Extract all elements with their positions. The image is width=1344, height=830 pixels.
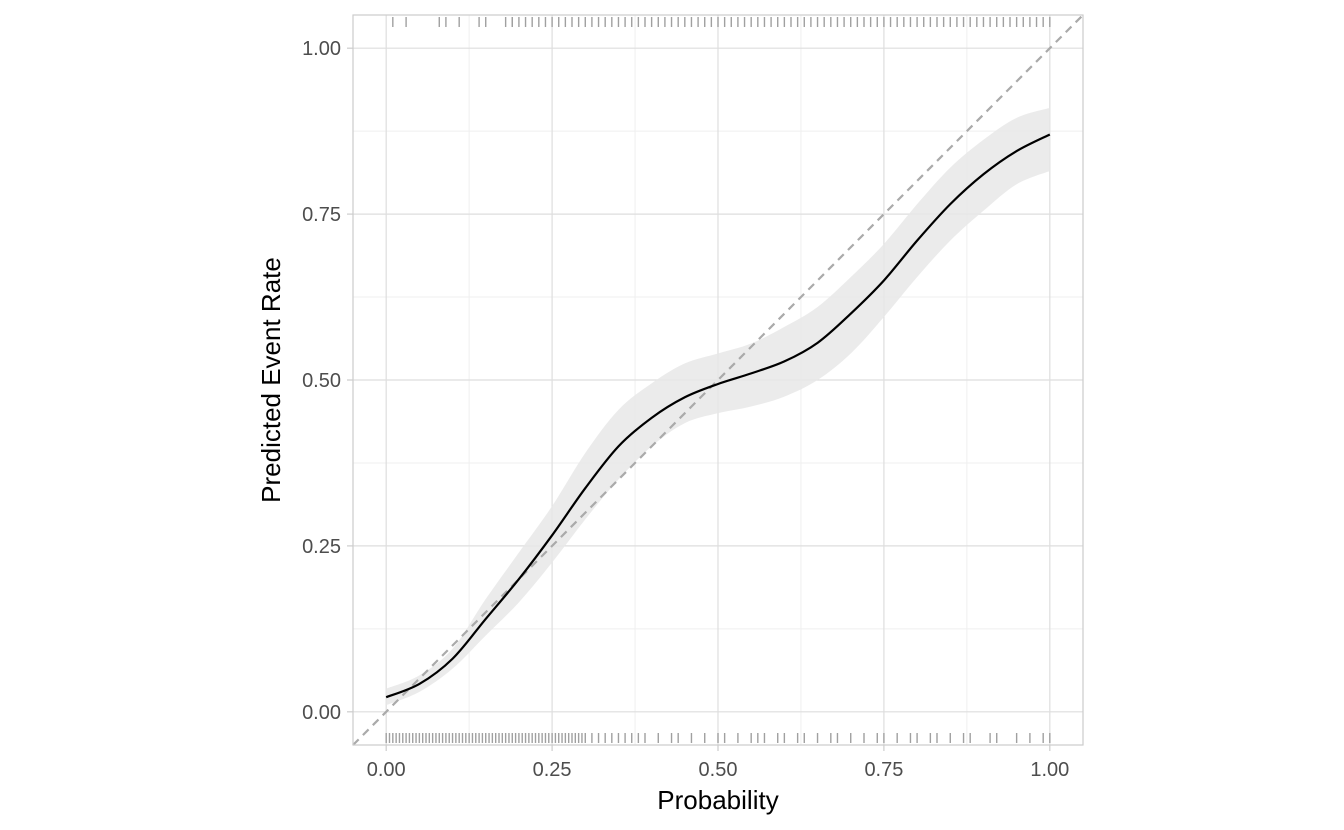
x-axis-ticks: 0.00 0.25 0.50 0.75 1.00 [367, 745, 1069, 781]
y-tick-label: 0.25 [302, 536, 341, 558]
x-tick-label: 0.00 [367, 759, 406, 781]
confidence-band [386, 107, 1050, 706]
x-tick-label: 0.75 [864, 759, 903, 781]
x-tick-label: 0.50 [699, 759, 738, 781]
major-gridlines [353, 15, 1083, 745]
reference-diagonal-line [352, 14, 1084, 746]
y-tick-label: 1.00 [302, 38, 341, 60]
x-axis-title: Probability [657, 785, 778, 815]
y-tick-label: 0.00 [302, 702, 341, 724]
reference-line-layer [352, 14, 1084, 746]
x-tick-label: 0.25 [533, 759, 572, 781]
calibration-curve-layer [385, 133, 1051, 699]
confidence-band-layer [386, 107, 1050, 706]
y-tick-label: 0.75 [302, 204, 341, 226]
calibration-curve-line [385, 133, 1051, 699]
y-axis-title: Predicted Event Rate [256, 257, 286, 503]
y-tick-label: 0.50 [302, 370, 341, 392]
x-tick-label: 1.00 [1030, 759, 1069, 781]
y-axis-ticks: 0.00 0.25 0.50 0.75 1.00 [302, 38, 353, 724]
rug-marks [385, 17, 1051, 743]
